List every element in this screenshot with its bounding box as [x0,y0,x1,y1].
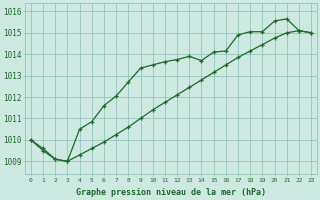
X-axis label: Graphe pression niveau de la mer (hPa): Graphe pression niveau de la mer (hPa) [76,188,266,197]
